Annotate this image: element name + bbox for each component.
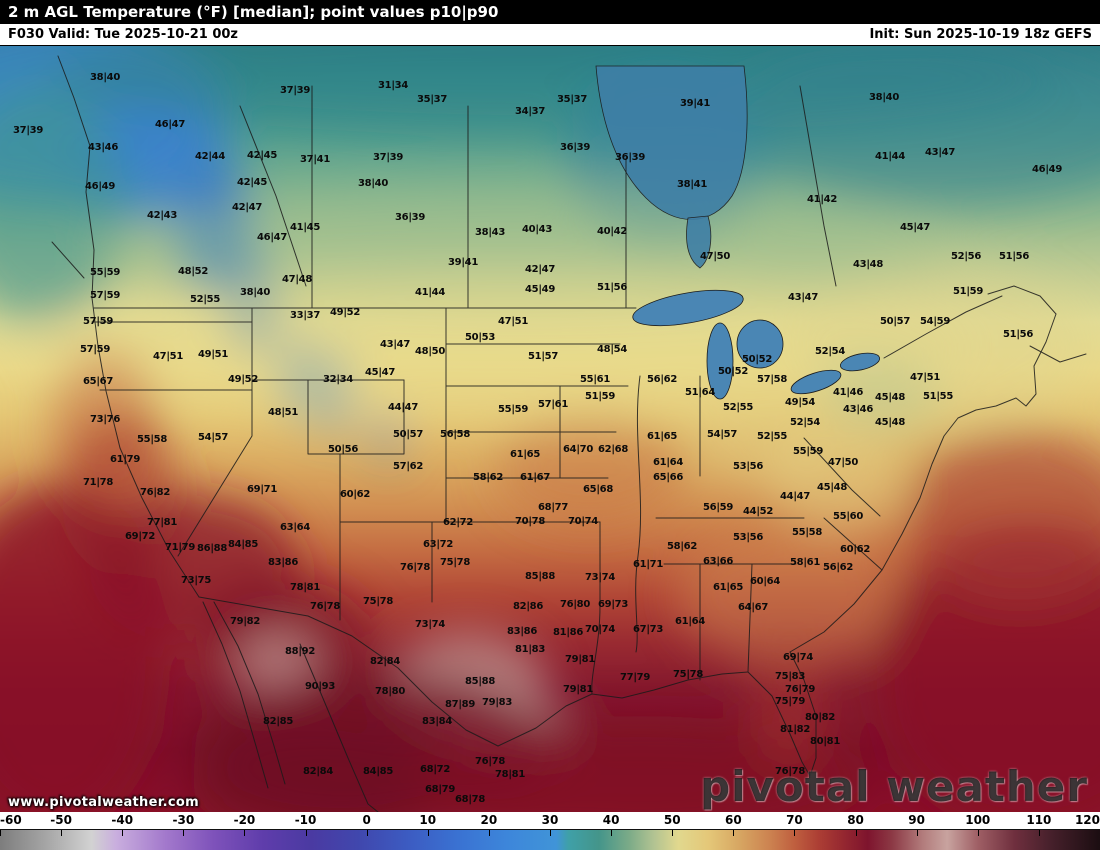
colorbar-tick-mark <box>366 830 368 836</box>
info-bar: F030 Valid: Tue 2025-10-21 00z Init: Sun… <box>0 24 1100 46</box>
colorbar-tick-mark <box>977 830 979 836</box>
lake-huron <box>736 319 784 369</box>
colorbar-tick-label: 50 <box>663 813 681 827</box>
colorbar-tick-label: -40 <box>111 813 134 827</box>
colorbar-tick-label: -50 <box>50 813 72 827</box>
colorbar-tick-label: -20 <box>233 813 256 827</box>
colorbar-tick-mark <box>916 830 918 836</box>
water-bodies <box>595 65 881 400</box>
colorbar-tick-mark <box>0 830 1 836</box>
colorbar-tick-mark <box>305 830 307 836</box>
colorbar-tick-mark <box>183 830 185 836</box>
colorbar: -60 -50 -40 -30 -20 -10 0 10 20 30 40 50 60 70 80 90 100… <box>0 812 1100 850</box>
colorbar-ticks: -60 -50 -40 -30 -20 -10 0 10 20 30 40 50 60 70 80 90 100… <box>0 813 1100 828</box>
colorbar-tick-mark <box>61 830 63 836</box>
colorbar-tick-label: -10 <box>294 813 317 827</box>
colorbar-tick-mark <box>488 830 490 836</box>
colorbar-tick-mark <box>427 830 429 836</box>
colorbar-tick-label: 10 <box>419 813 437 827</box>
colorbar-tick-label: -60 <box>0 813 22 827</box>
colorbar-tick-mark <box>244 830 246 836</box>
temperature-field <box>0 46 1100 812</box>
colorbar-tick-mark <box>855 830 857 836</box>
colorbar-tick-mark <box>672 830 674 836</box>
colorbar-tick-mark <box>733 830 735 836</box>
map-title: 2 m AGL Temperature (°F) [median]; point… <box>8 3 499 21</box>
colorbar-tick-label: 120 <box>1074 813 1100 827</box>
lake-ontario <box>839 352 881 372</box>
colorbar-tick-label: 110 <box>1026 813 1052 827</box>
title-bar: 2 m AGL Temperature (°F) [median]; point… <box>0 0 1100 24</box>
watermark: www.pivotalweather.com <box>8 795 199 810</box>
pivotal-weather-logo: pivotal weather <box>700 762 1088 811</box>
colorbar-tick-label: 60 <box>724 813 742 827</box>
lake-superior <box>632 289 744 327</box>
colorbar-tick-label: 70 <box>786 813 803 827</box>
lake-michigan <box>706 322 734 400</box>
colorbar-tick-label: 100 <box>965 813 991 827</box>
colorbar-tick-mark <box>122 830 124 836</box>
colorbar-tick-label: 30 <box>541 813 559 827</box>
colorbar-tick-mark <box>1038 830 1040 836</box>
boundaries <box>51 55 1087 812</box>
colorbar-tick-label: -30 <box>172 813 195 827</box>
colorbar-tick-mark <box>794 830 796 836</box>
james-bay <box>686 215 712 269</box>
colorbar-tick-label: 20 <box>480 813 498 827</box>
lake-erie <box>790 369 842 395</box>
colorbar-tick-label: 80 <box>847 813 864 827</box>
map-canvas <box>0 46 1100 812</box>
colorbar-tick-label: 40 <box>602 813 620 827</box>
colorbar-tick-label: 90 <box>908 813 926 827</box>
init-time-label: Init: Sun 2025-10-19 18z GEFS <box>869 27 1092 42</box>
colorbar-tick-label: 0 <box>362 813 371 827</box>
colorbar-tick-mark <box>611 830 613 836</box>
temperature-blobs <box>0 46 1100 812</box>
valid-time-label: F030 Valid: Tue 2025-10-21 00z <box>8 27 238 42</box>
colorbar-tick-mark <box>550 830 551 836</box>
colorbar-gradient <box>0 829 1100 850</box>
